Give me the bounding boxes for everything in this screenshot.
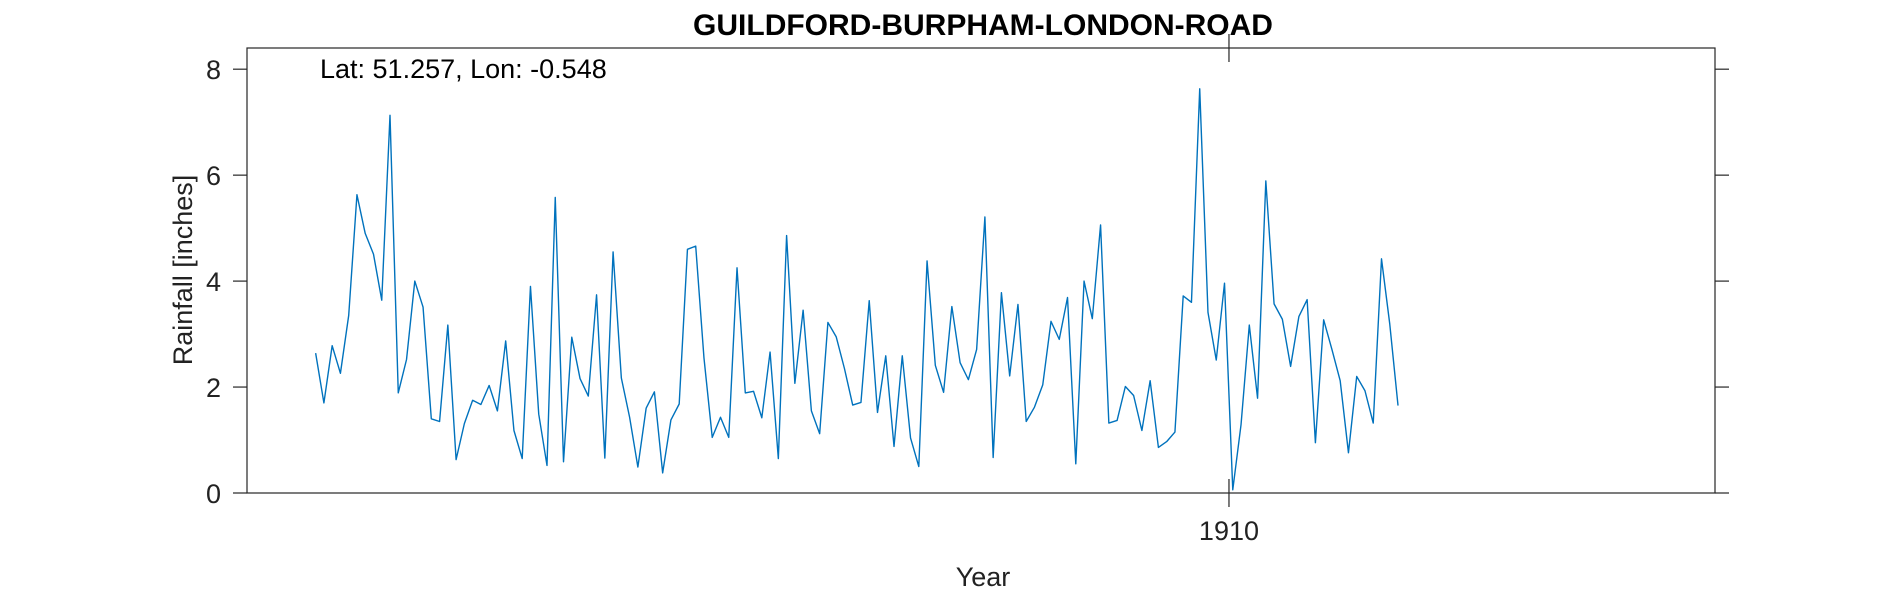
y-tick-label: 2 xyxy=(206,373,221,403)
location-annotation: Lat: 51.257, Lon: -0.548 xyxy=(320,54,607,84)
y-tick-label: 4 xyxy=(206,267,221,297)
y-axis-ticks: 0 2 4 6 8 xyxy=(206,55,1729,509)
y-tick-label: 0 xyxy=(206,479,221,509)
x-tick-label: 1910 xyxy=(1199,516,1259,546)
y-tick-label: 8 xyxy=(206,55,221,85)
rainfall-series-line xyxy=(314,88,1399,491)
x-axis-label: Year xyxy=(956,562,1011,591)
chart-title: GUILDFORD-BURPHAM-LONDON-ROAD xyxy=(693,9,1273,42)
x-axis-ticks: 1910 xyxy=(1199,34,1259,546)
plot-frame xyxy=(246,47,1716,494)
y-tick-label: 6 xyxy=(206,161,221,191)
y-axis-label: Rainfall [inches] xyxy=(168,175,198,366)
